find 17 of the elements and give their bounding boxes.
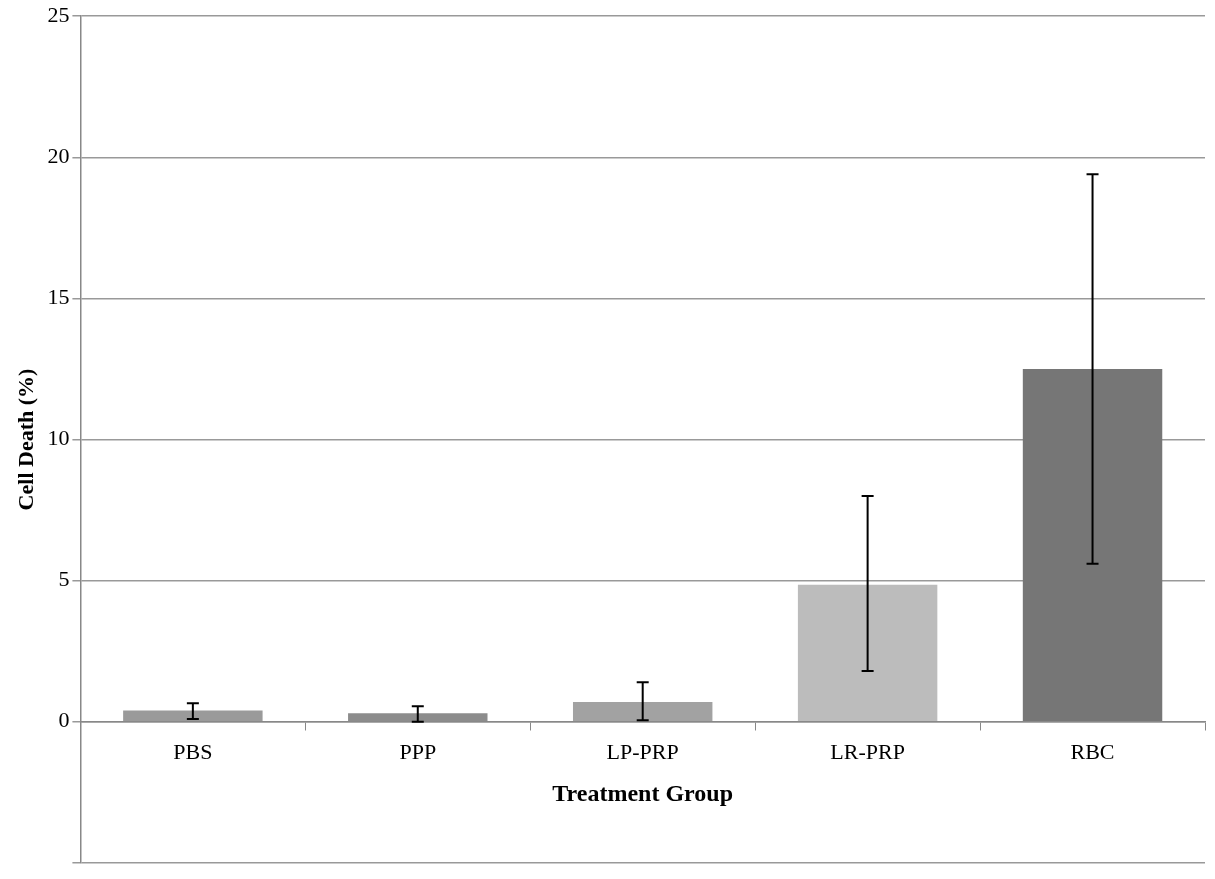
y-tick-label: 20 [47,143,70,169]
y-axis-title: Cell Death (%) [12,368,38,511]
bar [797,584,938,721]
x-tick-label: LP-PRP [606,738,679,764]
y-tick-label: 5 [58,566,70,592]
y-tick-label: 25 [47,1,70,27]
bar [572,701,713,721]
x-tick-label: RBC [1070,738,1115,764]
x-tick-label: LR-PRP [830,738,905,764]
y-tick-label: 0 [58,707,70,733]
x-tick-label: PBS [173,738,213,764]
bar [123,710,263,721]
x-tick-label: PPP [399,738,437,764]
x-axis-title: Treatment Group [552,779,734,806]
y-tick-label: 10 [47,425,70,451]
bar [1022,368,1163,721]
y-tick-label: 15 [47,284,70,310]
